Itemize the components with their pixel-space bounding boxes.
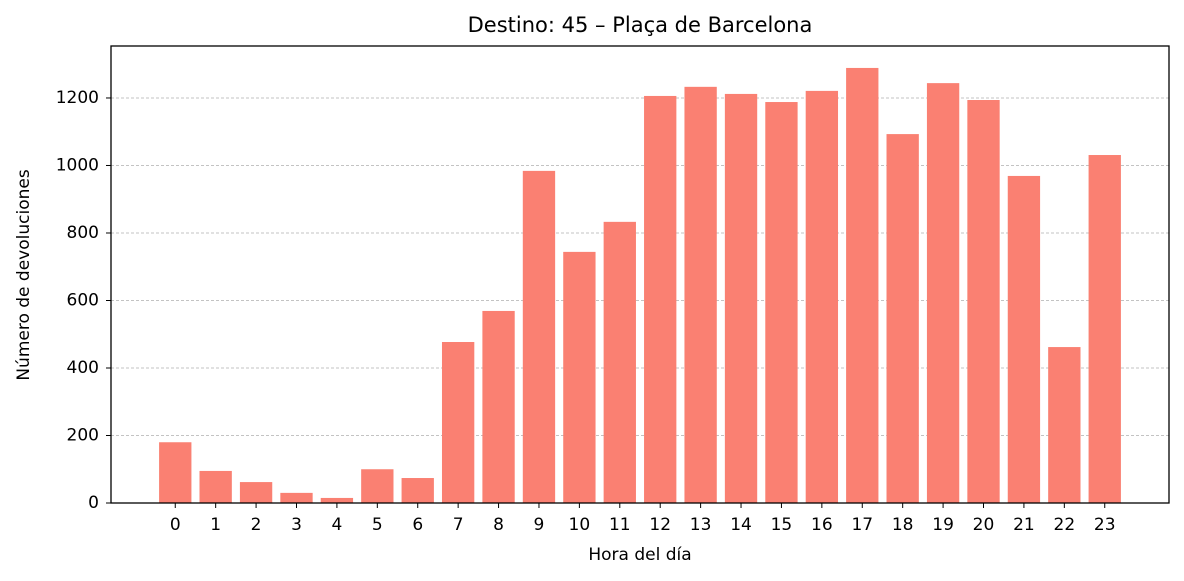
y-tick-label: 400 bbox=[67, 358, 99, 378]
x-tick-label: 8 bbox=[493, 515, 504, 535]
x-tick-label: 7 bbox=[453, 515, 464, 535]
x-tick-label: 1 bbox=[210, 515, 221, 535]
x-tick-label: 12 bbox=[649, 515, 671, 535]
bars bbox=[159, 67, 1121, 504]
bar bbox=[239, 482, 273, 503]
y-tick-label: 800 bbox=[67, 223, 99, 243]
bar bbox=[441, 342, 475, 503]
x-tick-label: 14 bbox=[730, 515, 752, 535]
y-tick-label: 0 bbox=[88, 493, 99, 513]
axes-frame bbox=[110, 45, 1170, 504]
x-tick-label: 10 bbox=[569, 515, 591, 535]
chart-title: Destino: 45 – Plaça de Barcelona bbox=[468, 13, 813, 37]
bar bbox=[846, 67, 879, 504]
bar bbox=[684, 86, 717, 504]
x-tick-label: 20 bbox=[973, 515, 995, 535]
x-tick-label: 13 bbox=[690, 515, 712, 535]
bar bbox=[724, 93, 758, 504]
bar bbox=[522, 170, 556, 503]
bar bbox=[361, 469, 394, 503]
x-tick-label: 23 bbox=[1094, 515, 1116, 535]
x-tick-label: 11 bbox=[609, 515, 631, 535]
bar bbox=[563, 251, 596, 503]
bar bbox=[1048, 347, 1081, 503]
bar bbox=[765, 102, 798, 503]
bar bbox=[1007, 175, 1041, 503]
bar bbox=[644, 95, 677, 504]
bar bbox=[967, 100, 1000, 503]
x-tick-label: 9 bbox=[534, 515, 545, 535]
bar bbox=[1088, 155, 1121, 503]
y-tick-label: 600 bbox=[67, 290, 99, 310]
x-tick-label: 16 bbox=[811, 515, 833, 535]
y-tick-label: 200 bbox=[67, 425, 99, 445]
x-tick-label: 2 bbox=[251, 515, 262, 535]
bar bbox=[482, 310, 515, 503]
y-tick-label: 1000 bbox=[56, 155, 99, 175]
bar bbox=[320, 497, 354, 503]
y-axis-label: Número de devoluciones bbox=[14, 169, 34, 380]
bar bbox=[926, 83, 960, 504]
x-tick-label: 18 bbox=[892, 515, 914, 535]
x-tick-label: 17 bbox=[851, 515, 873, 535]
x-tick-label: 4 bbox=[331, 515, 342, 535]
bar bbox=[199, 470, 232, 503]
bar bbox=[159, 442, 192, 503]
x-tick-label: 21 bbox=[1013, 515, 1035, 535]
bar bbox=[280, 492, 313, 503]
x-tick-label: 19 bbox=[932, 515, 954, 535]
x-tick-label: 6 bbox=[412, 515, 423, 535]
x-tick-label: 15 bbox=[771, 515, 793, 535]
bar bbox=[886, 134, 919, 503]
y-tick-label: 1200 bbox=[56, 88, 99, 108]
bar bbox=[805, 90, 839, 503]
x-axis-label: Hora del día bbox=[588, 545, 691, 565]
x-tick-label: 22 bbox=[1054, 515, 1076, 535]
bar bbox=[401, 478, 434, 503]
x-tick-label: 5 bbox=[372, 515, 383, 535]
x-tick-label: 0 bbox=[170, 515, 181, 535]
x-tick-label: 3 bbox=[291, 515, 302, 535]
bar bbox=[603, 221, 636, 504]
